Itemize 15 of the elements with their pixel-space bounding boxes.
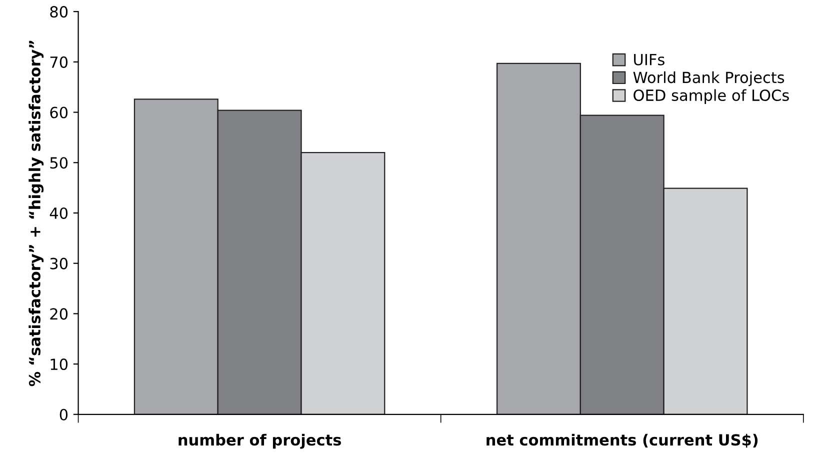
y-tick-label: 40 xyxy=(50,207,68,219)
legend-label: OED sample of LOCs xyxy=(634,89,789,104)
y-tick-label: 0 xyxy=(60,408,68,420)
y-tick-label: 80 xyxy=(50,6,68,18)
y-tick-label: 10 xyxy=(50,358,68,370)
y-axis-title: % “satisfactory” + “highly satisfactory” xyxy=(28,40,44,386)
legend-label: UIFs xyxy=(634,54,664,66)
x-tick-label: number of projects xyxy=(178,434,341,449)
y-tick-label: 20 xyxy=(50,308,68,320)
y-tick-label: 50 xyxy=(50,157,68,169)
y-tick-label: 70 xyxy=(50,56,68,68)
legend-label: World Bank Projects xyxy=(633,71,784,86)
x-tick-label: net commitments (current US$) xyxy=(486,434,758,448)
y-tick-label: 30 xyxy=(50,258,68,270)
y-tick-label: 60 xyxy=(50,106,68,118)
